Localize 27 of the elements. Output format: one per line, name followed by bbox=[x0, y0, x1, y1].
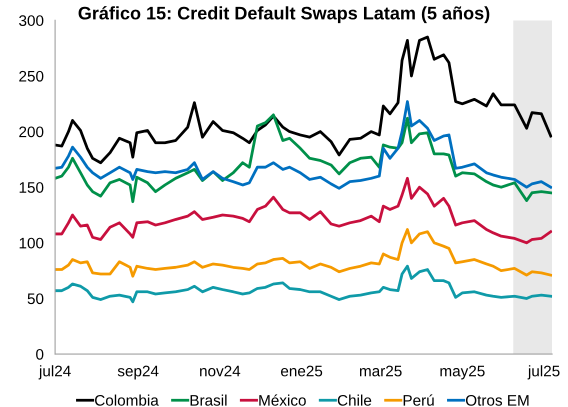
legend-label: México bbox=[259, 394, 306, 406]
x-tick-label: mar25 bbox=[360, 366, 402, 376]
legend-label: Colombia bbox=[95, 394, 159, 406]
legend-label: Perú bbox=[404, 394, 434, 406]
y-tick-label: 50 bbox=[28, 293, 44, 304]
x-tick-label: ene25 bbox=[280, 366, 322, 376]
y-tick-label: 150 bbox=[20, 182, 44, 193]
line-series bbox=[55, 176, 552, 244]
x-tick-label: jul25 bbox=[528, 365, 560, 380]
x-tick-label: sep24 bbox=[118, 366, 159, 380]
x-tick-label: jul24 bbox=[38, 365, 71, 380]
line-series bbox=[55, 228, 552, 278]
y-tick-label: 200 bbox=[19, 126, 44, 138]
y-tick-label: 0 bbox=[36, 348, 44, 360]
chart-title: Gráfico 15: Credit Default Swaps Latam (5 años) bbox=[78, 6, 490, 24]
line-series bbox=[55, 100, 552, 190]
line-series bbox=[55, 36, 552, 164]
y-tick-label: 100 bbox=[20, 238, 44, 249]
x-tick-label: may25 bbox=[440, 366, 485, 380]
legend-label: Brasil bbox=[190, 394, 227, 406]
legend-label: Chile bbox=[338, 394, 372, 406]
legend-label: Otros EM bbox=[466, 394, 528, 406]
line-series bbox=[55, 264, 552, 304]
y-tick-label: 250 bbox=[19, 70, 44, 82]
y-tick-label: 300 bbox=[19, 15, 44, 26]
line-series bbox=[55, 114, 552, 204]
x-tick-label: nov24 bbox=[200, 366, 240, 376]
